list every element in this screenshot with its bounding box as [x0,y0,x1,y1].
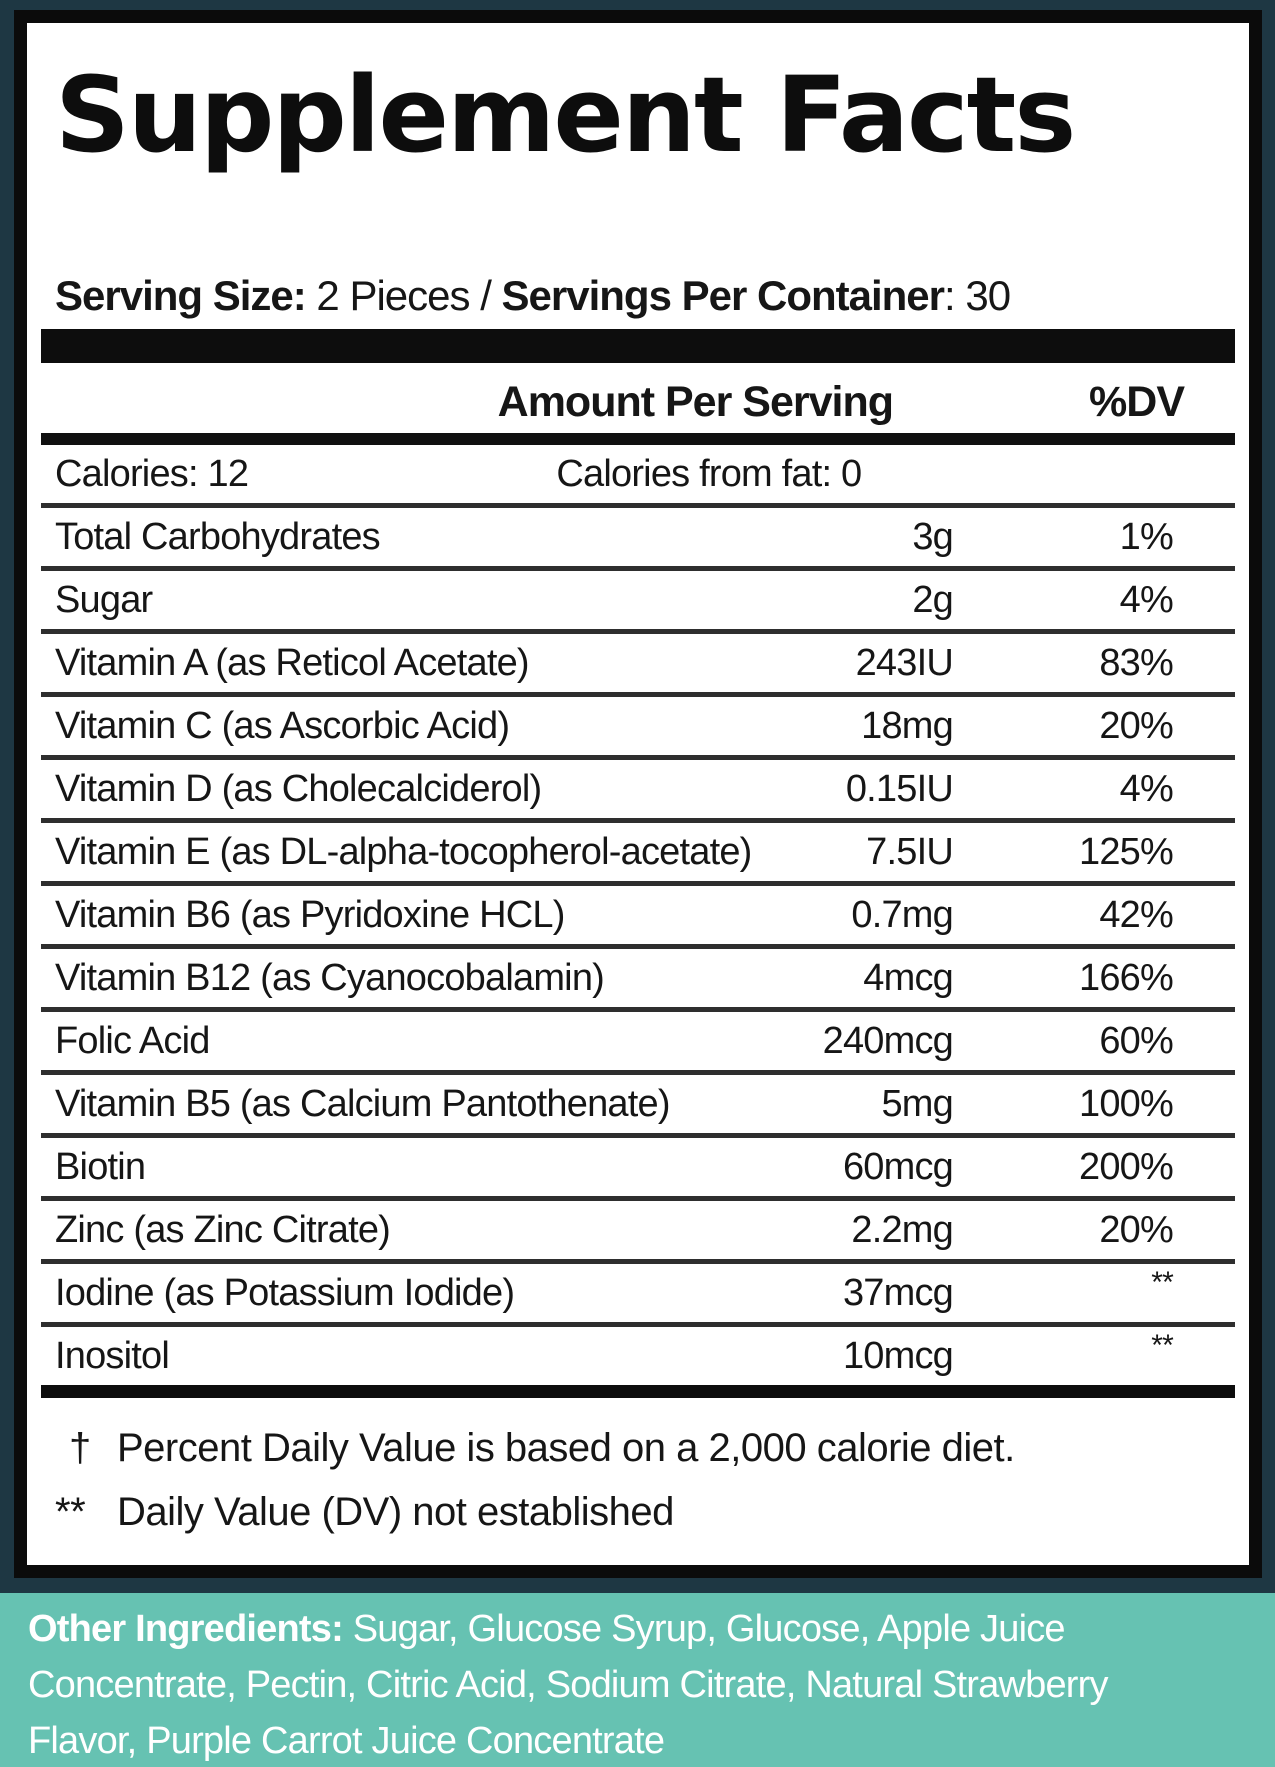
table-row: Vitamin B5 (as Calcium Pantothenate) 5mg… [55,1075,1221,1133]
row-divider [41,1322,1235,1327]
table-row: Sugar 2g 4% [55,571,1221,629]
row-name: Inositol [55,1335,170,1377]
calories-value: Calories: 12 [55,453,249,495]
row-divider [41,1070,1235,1075]
row-divider [41,566,1235,571]
table-row: Iodine (as Potassium Iodide) 37mcg ** [55,1264,1221,1322]
row-name: Sugar [55,579,153,621]
row-name: Vitamin B12 (as Cyanocobalamin) [55,957,605,999]
row-name: Vitamin A (as Reticol Acetate) [55,642,530,684]
row-dv: ** [1151,1266,1174,1299]
row-dv: 4% [1119,768,1174,810]
row-divider [41,1259,1235,1264]
row-dv: ** [1151,1329,1174,1362]
row-amount: 2.2mg [851,1209,953,1251]
row-divider [41,755,1235,760]
row-name: Biotin [55,1146,146,1188]
row-name: Zinc (as Zinc Citrate) [55,1209,391,1251]
footnote-text: Percent Daily Value is based on a 2,000 … [117,1426,1015,1470]
row-amount: 18mg [861,705,954,747]
row-dv: 4% [1119,579,1174,621]
row-name: Folic Acid [55,1020,210,1062]
row-amount: 5mg [881,1083,953,1125]
serving-size-label: Serving Size: [55,272,307,319]
row-amount: 3g [912,516,953,558]
table-row: Vitamin B12 (as Cyanocobalamin) 4mcg 166… [55,949,1221,1007]
calories-from-fat-value: Calories from fat: 0 [556,453,862,495]
header-underline [41,433,1235,445]
row-divider [41,818,1235,823]
row-dv: 20% [1099,1209,1173,1251]
amount-per-serving-header: Amount Per Serving [497,378,894,426]
footnote-text: Daily Value (DV) not established [117,1490,674,1534]
table-row: Vitamin E (as DL-alpha-tocopherol-acetat… [55,823,1221,881]
row-dv: 83% [1099,642,1173,684]
footnote-daily-value: † Percent Daily Value is based on a 2,00… [55,1424,1221,1472]
row-dv: 60% [1099,1020,1173,1062]
label-title: Supplement Facts [55,54,1076,176]
row-name: Iodine (as Potassium Iodide) [55,1272,515,1314]
table-row: Inositol 10mcg ** [55,1327,1221,1385]
row-divider [41,503,1235,508]
table-row: Folic Acid 240mcg 60% [55,1012,1221,1070]
row-amount: 37mcg [842,1272,954,1314]
row-dv: 42% [1099,894,1173,936]
row-divider [41,1133,1235,1138]
row-amount: 7.5IU [866,831,954,873]
row-name: Vitamin E (as DL-alpha-tocopherol-acetat… [55,831,752,873]
table-row: Vitamin C (as Ascorbic Acid) 18mg 20% [55,697,1221,755]
row-name: Vitamin B6 (as Pyridoxine HCL) [55,894,565,936]
table-row: Vitamin B6 (as Pyridoxine HCL) 0.7mg 42% [55,886,1221,944]
row-dv: 125% [1079,831,1174,873]
other-ingredients-section: Other Ingredients: Sugar, Glucose Syrup,… [0,1593,1275,1767]
serving-size-value: 2 Pieces / [305,272,502,319]
calories-row: Calories: 12 Calories from fat: 0 [55,445,1221,503]
row-dv: 200% [1079,1146,1174,1188]
servings-per-container-value: : 30 [944,272,1011,319]
table-row: Vitamin D (as Cholecalciderol) 0.15IU 4% [55,760,1221,818]
row-divider [41,1007,1235,1012]
row-name: Vitamin B5 (as Calcium Pantothenate) [55,1083,671,1125]
row-amount: 4mcg [863,957,954,999]
supplement-label-panel: Supplement Facts Serving Size: 2 Pieces … [14,10,1262,1578]
row-dv: 1% [1119,516,1174,558]
other-ingredients-text: Other Ingredients: Sugar, Glucose Syrup,… [28,1601,1153,1767]
row-amount: 2g [912,579,953,621]
row-name: Total Carbohydrates [55,516,381,558]
row-name: Vitamin C (as Ascorbic Acid) [55,705,510,747]
footnote-dv-not-established: ** Daily Value (DV) not established [55,1488,1221,1536]
row-amount: 0.7mg [851,894,953,936]
row-amount: 240mcg [822,1020,954,1062]
table-row: Total Carbohydrates 3g 1% [55,508,1221,566]
row-dv: 100% [1079,1083,1174,1125]
column-header-row: Amount Per Serving %DV [55,363,1221,433]
row-amount: 243IU [855,642,954,684]
row-divider [41,881,1235,886]
row-divider [41,629,1235,634]
dagger-icon: † [69,1426,91,1470]
row-divider [41,1196,1235,1201]
servings-per-container-label: Servings Per Container [501,272,945,319]
row-dv: 166% [1079,957,1174,999]
serving-size-line: Serving Size: 2 Pieces / Servings Per Co… [55,273,1221,319]
row-divider [41,692,1235,697]
table-row: Vitamin A (as Reticol Acetate) 243IU 83% [55,634,1221,692]
row-divider [41,944,1235,949]
table-row: Biotin 60mcg 200% [55,1138,1221,1196]
dv-header: %DV [1089,378,1185,426]
header-separator-bar [41,329,1235,363]
row-amount: 10mcg [842,1335,954,1377]
other-ingredients-list: Sugar, Glucose Syrup, Glucose, Apple Jui… [28,1608,1109,1762]
table-bottom-bar [41,1385,1235,1398]
table-row: Zinc (as Zinc Citrate) 2.2mg 20% [55,1201,1221,1259]
row-dv: 20% [1099,705,1173,747]
row-amount: 0.15IU [845,768,954,810]
double-asterisk-icon: ** [55,1490,86,1534]
row-name: Vitamin D (as Cholecalciderol) [55,768,542,810]
row-amount: 60mcg [842,1146,954,1188]
other-ingredients-label: Other Ingredients: [28,1608,344,1650]
label-content: Supplement Facts Serving Size: 2 Pieces … [27,63,1249,1536]
